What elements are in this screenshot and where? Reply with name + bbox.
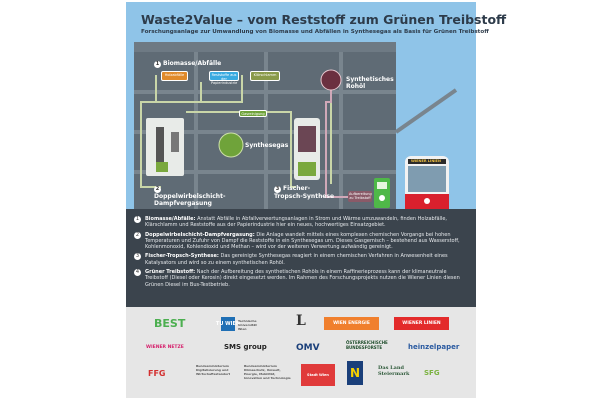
rohoel-icon xyxy=(320,69,342,91)
step-descriptions: 1 Biomasse/Abfälle: Anstatt Abfälle in Ab… xyxy=(126,212,476,307)
step2-text: Doppelwirbelschicht-Dampfvergasung xyxy=(154,193,226,207)
page-subtitle: Forschungsanlage zur Umwandlung von Biom… xyxy=(141,29,489,35)
step3-label: 3 Fischer-Tropsch-Synthese xyxy=(274,185,335,200)
step-number: 4 xyxy=(134,269,141,277)
step-description-4: 4 Grüner Treibstoff: Nach der Aufbereitun… xyxy=(134,269,468,288)
logo-ffg: FFG xyxy=(148,369,166,378)
step-title: Fischer-Tropsch-Synthese: xyxy=(145,253,219,260)
logo-stadt-wien: Stadt Wien xyxy=(301,364,335,386)
input-holzabfaelle: Holzabfälle xyxy=(161,71,188,81)
logo-bmdw: Bundesministerium Digitalisierung und Wi… xyxy=(196,364,231,376)
step-title: Grüner Treibstoff: xyxy=(145,269,196,276)
step-text: Das gereinigte Synthesegas reagiert in e… xyxy=(145,253,448,266)
step-number: 3 xyxy=(134,253,141,261)
logo-bundesforste: ÖSTERREICHISCHE BUNDESFORSTE xyxy=(346,340,388,350)
step2-label: 2Doppelwirbelschicht-Dampfvergasung xyxy=(154,186,226,207)
step-description-1: 1 Biomasse/Abfälle: Anstatt Abfälle in Ab… xyxy=(134,216,468,229)
synthesegas-icon xyxy=(218,132,244,158)
input-papierindustrie: Reststoffe aus der Papierindustrie xyxy=(209,71,239,85)
partner-logos: BEST TU WIEN Technische Universität Wien… xyxy=(126,307,476,398)
aufbereitung-label: Aufbereitung zu Treibstoff xyxy=(348,191,372,202)
step-title: Doppelwirbelschicht-Dampfvergasung: xyxy=(145,231,255,238)
step-text: Anstatt Abfälle in Abfallverwertungsanla… xyxy=(145,216,447,229)
logo-niederoesterreich: N xyxy=(347,361,363,385)
step-description-3: 3 Fischer-Tropsch-Synthese: Das gereinigt… xyxy=(134,253,468,266)
infographic: Waste2Value – vom Reststoff zum Grünen T… xyxy=(126,2,506,398)
logo-tu-wien: TU WIEN xyxy=(216,317,240,331)
logo-wiener-netze: WIENER NETZE xyxy=(146,345,184,350)
oil-pipe xyxy=(325,77,371,198)
page-title: Waste2Value – vom Reststoff zum Grünen T… xyxy=(141,12,507,27)
step-number: 2 xyxy=(134,231,141,239)
gasifier-core xyxy=(156,127,164,167)
process-diagram xyxy=(126,2,476,212)
logo-wiener-linien: WIENER LINIEN xyxy=(394,317,449,330)
synthesegas-label: Synthesegas xyxy=(245,142,289,149)
logo-steiermark: Das Land Steiermark xyxy=(378,365,410,377)
step-text: Die Anlage wandelt mittels eines komplex… xyxy=(145,231,460,251)
step3-text: Fischer-Tropsch-Synthese xyxy=(274,185,335,200)
step-text: Nach der Aufbereitung des synthetischen … xyxy=(145,269,460,288)
rohoel-label: Synthetisches Rohöl xyxy=(346,76,394,90)
step1-label: 1 Biomasse/Abfälle xyxy=(154,60,222,68)
building-roof xyxy=(134,42,396,52)
logo-sms-group: SMS group xyxy=(224,343,267,351)
step1-text: Biomasse/Abfälle xyxy=(163,60,222,67)
logo-bmk: Bundesministerium Klimaschutz, Umwelt, E… xyxy=(244,364,291,380)
step-number: 1 xyxy=(134,216,141,223)
bus-sign: WIENER LINIEN xyxy=(411,159,441,163)
logo-heinzelpaper: heinzelpaper xyxy=(408,343,460,351)
logo-l: L xyxy=(296,313,306,329)
logo-wien-energie: WIEN ENERGIE xyxy=(324,317,379,330)
gasreinigung-label: Gasreinigung xyxy=(239,110,267,117)
input-klaerschlamm: Klärschlamm xyxy=(250,71,280,81)
step-title: Biomasse/Abfälle: xyxy=(145,216,196,222)
logo-best: BEST xyxy=(154,317,186,330)
logo-sfg: SFG xyxy=(424,369,440,377)
pipes xyxy=(140,75,332,188)
logo-omv: OMV xyxy=(296,343,320,353)
step-description-2: 2 Doppelwirbelschicht-Dampfvergasung: Die… xyxy=(134,231,468,251)
logo-tu-wien-text: Technische Universität Wien xyxy=(238,319,257,331)
bus-icon xyxy=(405,156,449,212)
diagram-area: Waste2Value – vom Reststoff zum Grünen T… xyxy=(126,2,506,212)
